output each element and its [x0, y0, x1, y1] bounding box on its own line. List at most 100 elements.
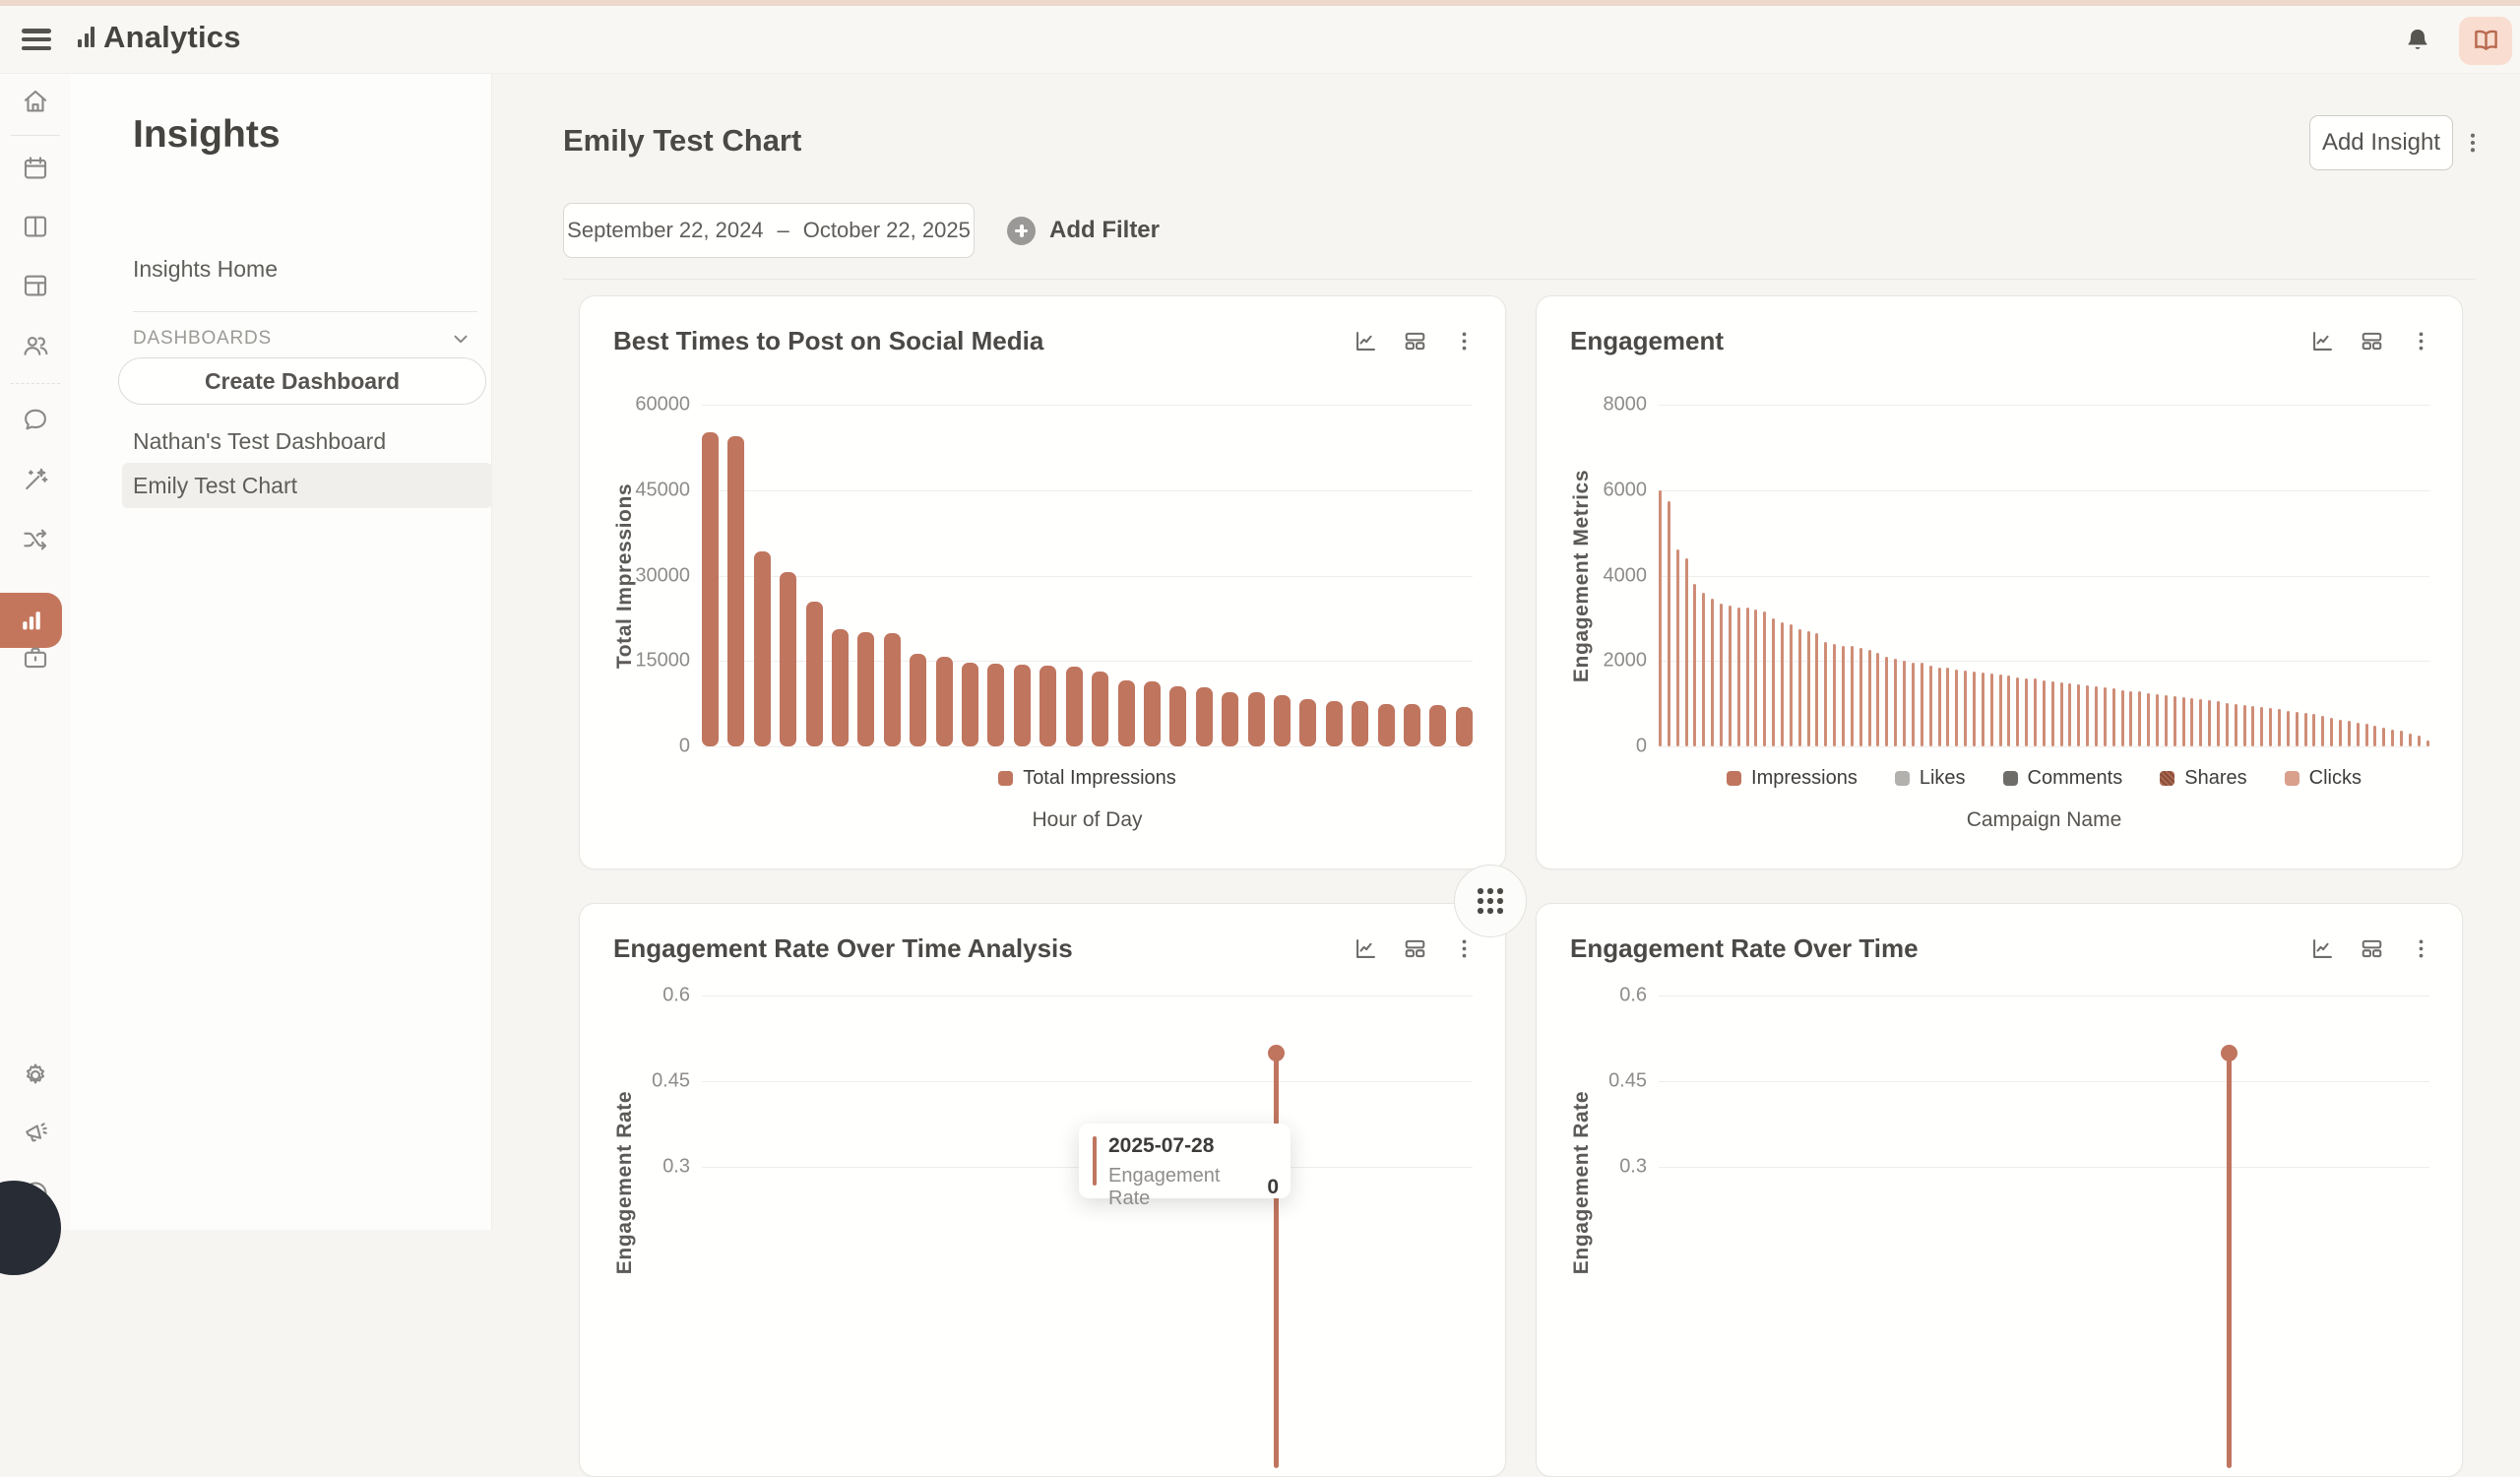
- rail-item-columns-icon[interactable]: [0, 205, 71, 248]
- bar: [2156, 694, 2159, 746]
- bar: [1807, 631, 1810, 746]
- bar: [936, 657, 953, 746]
- rail-item-megaphone-icon[interactable]: [0, 1112, 71, 1155]
- bar: [1746, 608, 1749, 746]
- bar: [2296, 712, 2299, 746]
- toggle-card-view-icon[interactable]: [1401, 328, 1428, 355]
- bar: [2165, 695, 2168, 746]
- bar: [1815, 633, 1818, 746]
- bar: [2235, 704, 2237, 746]
- create-dashboard-button[interactable]: Create Dashboard: [118, 357, 486, 405]
- y-tick-label: 0.45: [1608, 1070, 1647, 1093]
- chart-more-options-kebab-icon[interactable]: [2407, 935, 2434, 963]
- chart-card-header: Engagement Rate Over Time Analysis: [613, 933, 1478, 964]
- sidebar-item-insights-home[interactable]: Insights Home: [133, 256, 278, 283]
- sidebar-divider: [133, 311, 477, 312]
- gridline: 0.45: [702, 1081, 1473, 1082]
- sidebar-item-emily-test-chart[interactable]: Emily Test Chart: [122, 463, 492, 508]
- legend-label: Shares: [2184, 767, 2246, 790]
- rail-item-magic-wand-icon[interactable]: [0, 458, 71, 501]
- bar: [1921, 663, 1923, 746]
- toggle-card-view-icon[interactable]: [2358, 328, 2385, 355]
- bar: [1378, 704, 1395, 746]
- bar: [2104, 687, 2107, 746]
- sidebar-item-nathans-test-dashboard[interactable]: Nathan's Test Dashboard: [122, 418, 492, 464]
- rail-item-calendar-icon[interactable]: [0, 147, 71, 190]
- rail-item-shuffle-icon[interactable]: [0, 518, 71, 561]
- bar: [2068, 683, 2071, 746]
- legend-marker: [2160, 771, 2174, 786]
- bar: [754, 551, 771, 746]
- bar: [1196, 687, 1213, 746]
- rail-item-home-icon[interactable]: [0, 80, 71, 123]
- bar: [1990, 674, 1993, 746]
- bar: [1429, 705, 1446, 746]
- bar: [2418, 736, 2421, 746]
- bar: [2077, 684, 2080, 746]
- bar: [832, 629, 849, 746]
- y-tick-label: 60000: [635, 394, 690, 417]
- chart-card-actions: [1352, 328, 1478, 355]
- bar: [1676, 549, 1679, 746]
- rail-item-briefcase-icon[interactable]: [0, 636, 71, 679]
- dashboards-section-header[interactable]: DASHBOARDS: [133, 328, 472, 350]
- toggle-line-chart-icon[interactable]: [1352, 935, 1379, 963]
- bar: [1763, 611, 1766, 746]
- gridline: 0.45: [1659, 1081, 2429, 1082]
- toggle-card-view-icon[interactable]: [2358, 935, 2385, 963]
- y-axis-title: Total Impressions: [613, 482, 637, 668]
- bar: [1868, 650, 1871, 746]
- rail-item-users-icon[interactable]: [0, 324, 71, 367]
- bar: [2112, 688, 2115, 746]
- toggle-line-chart-icon[interactable]: [1352, 328, 1379, 355]
- hamburger-menu-icon[interactable]: [22, 25, 55, 56]
- add-filter-label: Add Filter: [1049, 217, 1160, 244]
- y-axis-title: Engagement Rate: [1570, 1091, 1594, 1274]
- plus-circle-icon: [1007, 217, 1036, 245]
- add-filter-button[interactable]: Add Filter: [1007, 211, 1160, 250]
- page-more-options-kebab-icon[interactable]: [2455, 125, 2490, 161]
- bar: [1668, 501, 1670, 746]
- rail-item-layout-icon[interactable]: [0, 264, 71, 307]
- bar: [1702, 593, 1705, 746]
- toggle-card-view-icon[interactable]: [1401, 935, 1428, 963]
- bar: [857, 632, 874, 746]
- bar: [1851, 646, 1854, 746]
- toggle-line-chart-icon[interactable]: [2308, 328, 2336, 355]
- add-insight-button[interactable]: Add Insight: [2309, 115, 2453, 170]
- card-drag-handle[interactable]: [1454, 865, 1527, 937]
- notifications-bell-icon[interactable]: [2396, 16, 2439, 65]
- lollipop-point: [1268, 1045, 1285, 1061]
- bar: [1693, 584, 1696, 746]
- legend-label: Total Impressions: [1023, 767, 1176, 790]
- toggle-line-chart-icon[interactable]: [2308, 935, 2336, 963]
- bar: [1222, 692, 1238, 746]
- chart-more-options-kebab-icon[interactable]: [2407, 328, 2434, 355]
- icon-rail: [0, 74, 71, 1230]
- rail-item-chat-icon[interactable]: [0, 398, 71, 441]
- chart-card-header: Best Times to Post on Social Media: [613, 326, 1478, 356]
- docs-book-button[interactable]: [2459, 17, 2512, 65]
- rail-item-gear-icon[interactable]: [0, 1054, 71, 1097]
- chart-card-header: Engagement: [1570, 326, 2434, 356]
- y-tick-label: 0.6: [1619, 985, 1647, 1007]
- bar: [1903, 661, 1906, 746]
- bar: [1685, 558, 1688, 746]
- bar: [2269, 708, 2272, 746]
- bar: [1274, 695, 1291, 746]
- date-range-picker[interactable]: September 22, 2024 – October 22, 2025: [563, 203, 975, 258]
- chart-more-options-kebab-icon[interactable]: [1450, 935, 1478, 963]
- bar-series: [702, 405, 1473, 746]
- legend-marker: [2003, 771, 2018, 786]
- chart-more-options-kebab-icon[interactable]: [1450, 328, 1478, 355]
- bar: [1859, 648, 1862, 746]
- bar: [2060, 682, 2063, 746]
- bar: [2330, 718, 2333, 746]
